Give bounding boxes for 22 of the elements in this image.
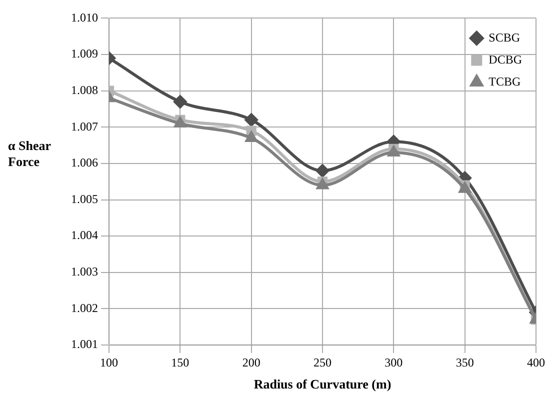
- x-tick-label: 400: [527, 355, 545, 370]
- y-tick-label: 1.003: [71, 264, 98, 279]
- y-tick-label: 1.001: [71, 337, 98, 352]
- y-tick-label: 1.010: [71, 10, 98, 24]
- y-tick-label: 1.004: [71, 228, 98, 242]
- y-tick-label: 1.007: [71, 119, 98, 134]
- x-tick-label: 150: [171, 355, 190, 370]
- x-tick-label: 200: [242, 355, 260, 370]
- x-tick-label: 100: [100, 355, 118, 370]
- legend-label: DCBG: [488, 52, 522, 66]
- y-tick-label: 1.008: [71, 82, 98, 97]
- x-axis-title: Radius of Curvature (m): [254, 376, 392, 392]
- y-tick-label: 1.002: [71, 300, 98, 315]
- legend-label: SCBG: [488, 30, 520, 44]
- legend-label: TCBG: [488, 74, 521, 88]
- y-tick-label: 1.009: [71, 46, 98, 61]
- y-tick-label: 1.006: [71, 156, 98, 170]
- x-tick-label: 250: [314, 355, 332, 370]
- y-tick-label: 1.005: [71, 192, 98, 206]
- y-axis-title: α Shear Force: [8, 138, 52, 170]
- x-tick-label: 300: [384, 355, 403, 370]
- x-tick-label: 350: [456, 355, 474, 370]
